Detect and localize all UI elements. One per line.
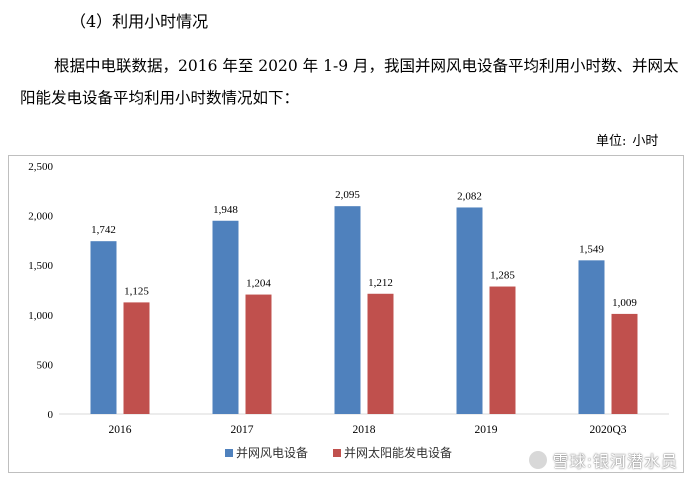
data-label: 2,095: [335, 189, 360, 201]
y-tick-label: 2,000: [28, 211, 53, 223]
y-tick-label: 500: [37, 359, 54, 371]
watermark-logo-icon: [528, 451, 547, 469]
unit-label-value: 小时: [632, 134, 659, 149]
data-label: 1,285: [490, 270, 515, 282]
data-label: 1,204: [246, 278, 271, 290]
watermark-text: 雪球:银河潜水员: [552, 452, 678, 471]
data-label: 1,125: [124, 285, 149, 297]
y-tick-label: 0: [48, 409, 54, 421]
unit-label: 单位: 小时: [590, 130, 658, 149]
legend-swatch-solar: [333, 449, 341, 457]
y-tick-label: 1,500: [28, 260, 53, 272]
data-label: 2,082: [457, 190, 482, 202]
data-label: 1,549: [579, 243, 604, 255]
section-heading: （4）利用小时情况: [70, 12, 209, 31]
bar-wind: [212, 220, 239, 414]
unit-label-text: 单位:: [596, 134, 627, 149]
bar-wind: [578, 260, 605, 414]
y-tick-label: 2,500: [28, 161, 53, 173]
x-tick-label: 2018: [353, 424, 376, 436]
data-label: 1,009: [612, 297, 637, 309]
bar-solar: [611, 313, 638, 414]
bar-wind: [456, 207, 483, 414]
x-tick-label: 2020Q3: [589, 424, 626, 436]
chart-frame: 0 500 1,000 1,500 2,000 2,500 1,742 1,125 2016 1,…: [8, 155, 684, 473]
legend-label: 并网风电设备: [236, 446, 308, 460]
intro-paragraph: 根据中电联数据，2016 年至 2020 年 1-9 月，我国并网风电设备平均利…: [20, 57, 679, 107]
x-tick-label: 2019: [475, 424, 498, 436]
legend-label: 并网太阳能发电设备: [344, 445, 452, 460]
bar-solar: [123, 302, 150, 414]
bar-chart: 0 500 1,000 1,500 2,000 2,500 1,742 1,125 2016 1,…: [28, 161, 669, 460]
x-tick-label: 2017: [231, 424, 254, 436]
x-tick-label: 2016: [109, 424, 132, 436]
bar-solar: [489, 286, 516, 414]
bar-solar: [367, 293, 394, 414]
bar-solar: [245, 294, 272, 414]
data-label: 1,742: [91, 224, 116, 236]
watermark: 雪球:银河潜水员: [528, 448, 678, 472]
legend-swatch-wind: [225, 449, 233, 457]
y-tick-label: 1,000: [28, 310, 53, 322]
bar-wind: [90, 241, 117, 414]
bar-wind: [334, 206, 361, 414]
data-label: 1,212: [368, 277, 393, 289]
data-label: 1,948: [213, 204, 238, 216]
